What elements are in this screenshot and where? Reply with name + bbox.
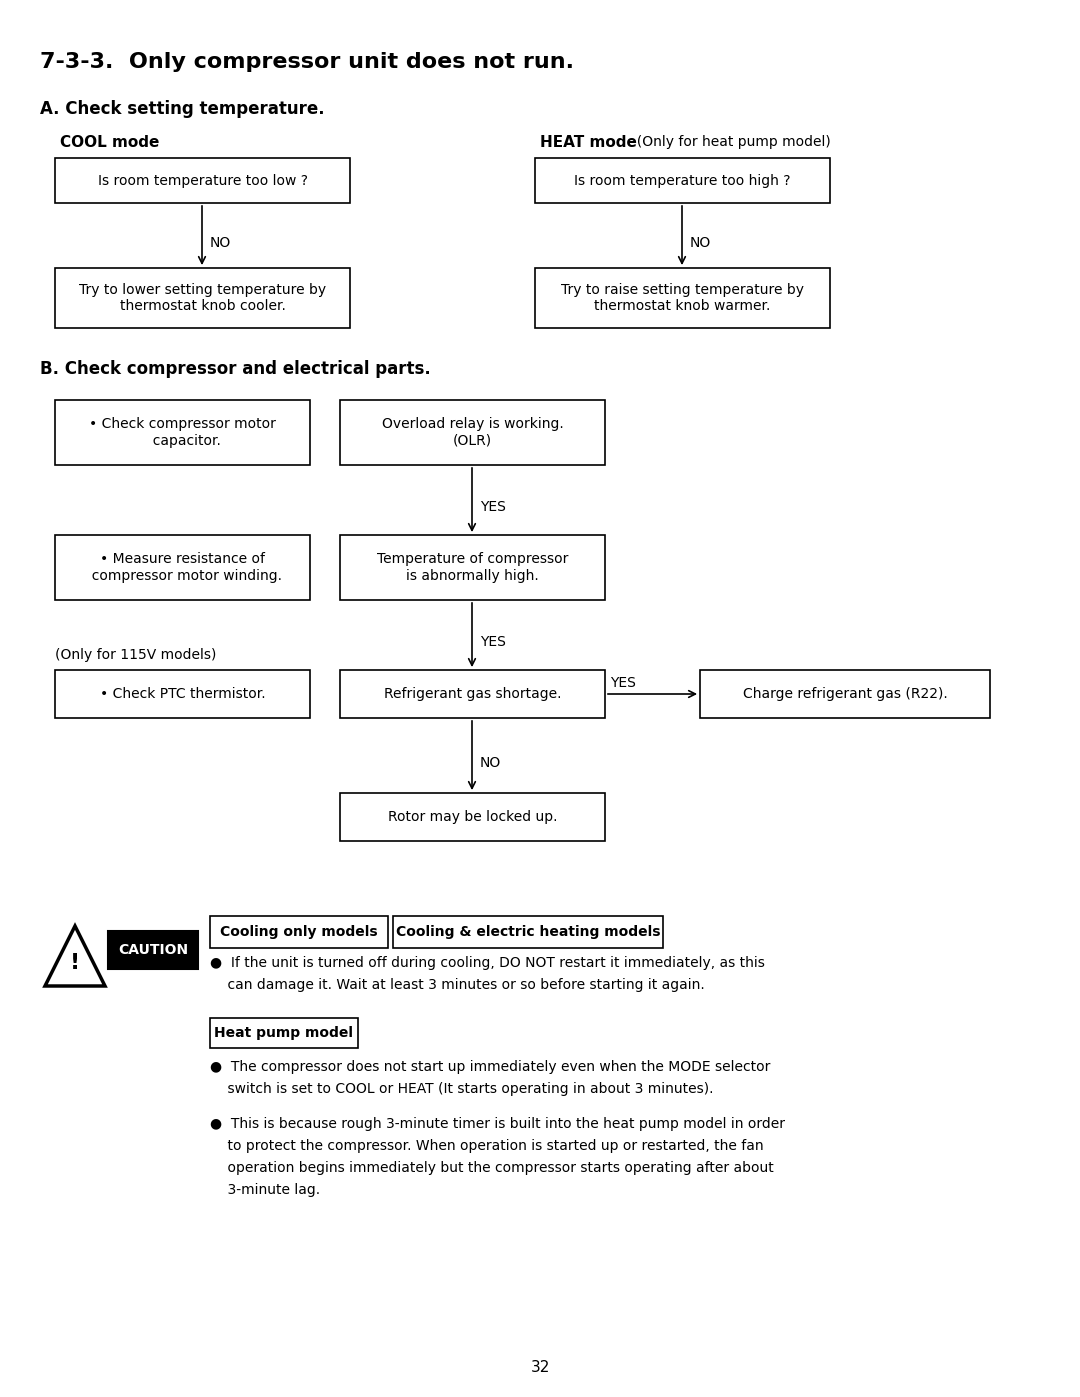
Text: Is room temperature too high ?: Is room temperature too high ? (575, 173, 791, 187)
Bar (55, 535, 310, 599)
Text: Overload relay is working.
(OLR): Overload relay is working. (OLR) (381, 418, 564, 447)
Text: 3-minute lag.: 3-minute lag. (210, 1183, 320, 1197)
Text: NO: NO (480, 756, 501, 770)
Text: 7-3-3.  Only compressor unit does not run.: 7-3-3. Only compressor unit does not run… (40, 52, 573, 73)
Text: can damage it. Wait at least 3 minutes or so before starting it again.: can damage it. Wait at least 3 minutes o… (210, 978, 705, 992)
Bar (55, 158, 350, 203)
Text: Temperature of compressor
is abnormally high.: Temperature of compressor is abnormally … (377, 552, 568, 583)
Bar (210, 916, 388, 949)
Text: ●  The compressor does not start up immediately even when the MODE selector: ● The compressor does not start up immed… (210, 1060, 770, 1074)
Text: Cooling & electric heating models: Cooling & electric heating models (395, 925, 660, 939)
Text: A. Check setting temperature.: A. Check setting temperature. (40, 101, 325, 117)
Text: switch is set to COOL or HEAT (It starts operating in about 3 minutes).: switch is set to COOL or HEAT (It starts… (210, 1083, 714, 1097)
Text: (Only for 115V models): (Only for 115V models) (55, 648, 216, 662)
Text: Try to raise setting temperature by
thermostat knob warmer.: Try to raise setting temperature by ther… (561, 284, 804, 313)
Text: YES: YES (480, 500, 505, 514)
Text: NO: NO (210, 236, 231, 250)
Text: !: ! (70, 953, 80, 974)
Text: Is room temperature too low ?: Is room temperature too low ? (97, 173, 308, 187)
Text: YES: YES (480, 636, 505, 650)
Bar (340, 535, 605, 599)
Text: ●  This is because rough 3-minute timer is built into the heat pump model in ord: ● This is because rough 3-minute timer i… (210, 1118, 785, 1132)
Text: NO: NO (690, 236, 712, 250)
Bar (340, 793, 605, 841)
Text: Charge refrigerant gas (R22).: Charge refrigerant gas (R22). (743, 687, 947, 701)
Text: Heat pump model: Heat pump model (215, 1025, 353, 1039)
Text: CAUTION: CAUTION (118, 943, 188, 957)
Bar (210, 1018, 357, 1048)
Bar (340, 671, 605, 718)
Bar (393, 916, 663, 949)
Text: Rotor may be locked up.: Rotor may be locked up. (388, 810, 557, 824)
Bar (535, 268, 831, 328)
Bar (535, 158, 831, 203)
Text: • Check PTC thermistor.: • Check PTC thermistor. (99, 687, 266, 701)
Text: to protect the compressor. When operation is started up or restarted, the fan: to protect the compressor. When operatio… (210, 1139, 764, 1153)
Text: HEAT mode: HEAT mode (540, 136, 637, 149)
Text: COOL mode: COOL mode (60, 136, 160, 149)
Bar (55, 400, 310, 465)
Text: Cooling only models: Cooling only models (220, 925, 378, 939)
Text: 32: 32 (530, 1359, 550, 1375)
Bar (108, 930, 198, 970)
Text: Try to lower setting temperature by
thermostat knob cooler.: Try to lower setting temperature by ther… (79, 284, 326, 313)
Text: (Only for heat pump model): (Only for heat pump model) (627, 136, 831, 149)
Text: • Measure resistance of
  compressor motor winding.: • Measure resistance of compressor motor… (83, 552, 282, 583)
Text: ●  If the unit is turned off during cooling, DO NOT restart it immediately, as t: ● If the unit is turned off during cooli… (210, 956, 765, 970)
Text: Refrigerant gas shortage.: Refrigerant gas shortage. (383, 687, 562, 701)
Text: YES: YES (610, 676, 636, 690)
Bar (55, 268, 350, 328)
Bar (55, 671, 310, 718)
Bar (700, 671, 990, 718)
Text: B. Check compressor and electrical parts.: B. Check compressor and electrical parts… (40, 360, 431, 379)
Text: operation begins immediately but the compressor starts operating after about: operation begins immediately but the com… (210, 1161, 773, 1175)
Bar (340, 400, 605, 465)
Text: • Check compressor motor
  capacitor.: • Check compressor motor capacitor. (89, 418, 275, 447)
